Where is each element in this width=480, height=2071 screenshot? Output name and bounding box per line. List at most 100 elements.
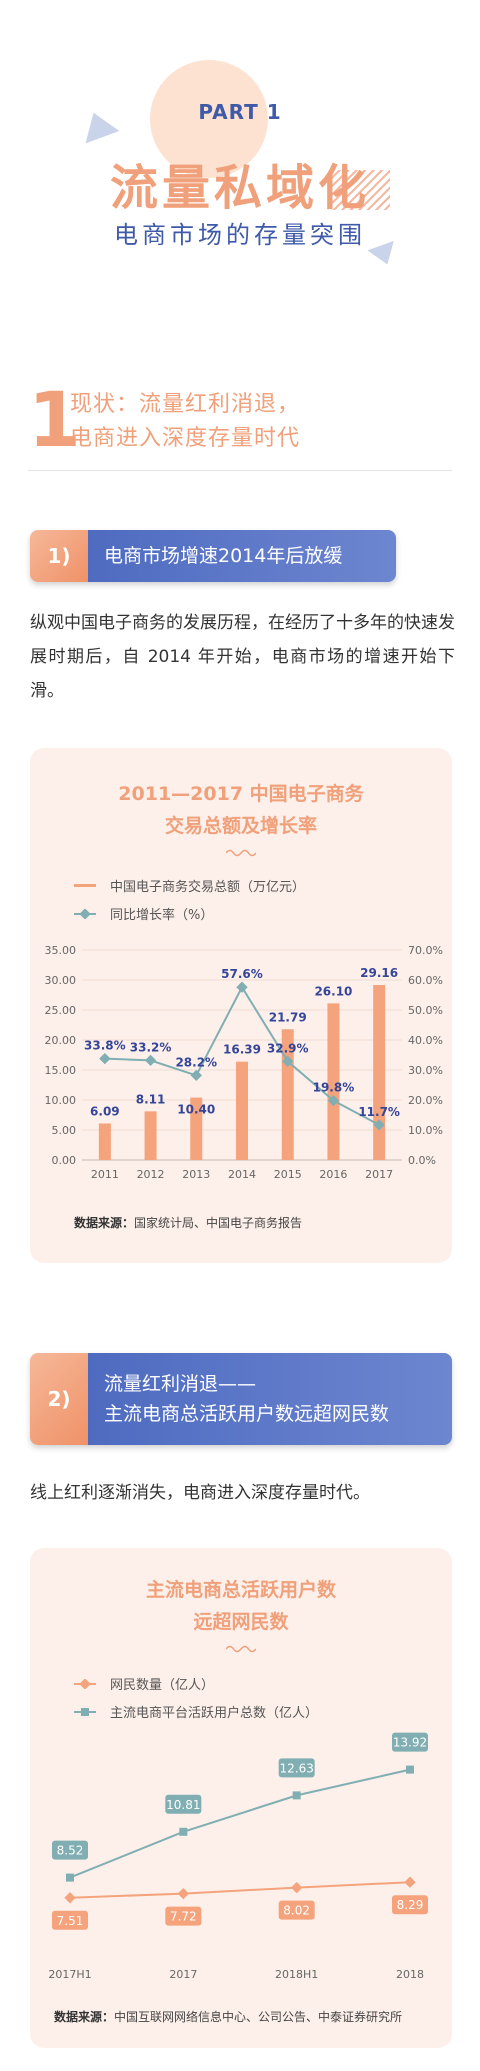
growth-point <box>144 1054 157 1067</box>
x-tick-label: 2017 <box>169 1968 197 1981</box>
x-tick-label: 2012 <box>137 1168 165 1181</box>
bar-label: 8.11 <box>136 1092 166 1106</box>
value-label-box <box>278 1900 315 1920</box>
y2-tick-label: 70.0% <box>408 944 443 957</box>
x-tick-label: 2018H1 <box>275 1968 318 1981</box>
paragraph: 线上红利逐渐消失，电商进入深度存量时代。 <box>30 1483 370 1503</box>
bar-label: 16.39 <box>223 1043 261 1057</box>
subsection-title-line: 主流电商总活跃用户数远超网民数 <box>104 1403 390 1425</box>
users-point <box>292 1791 301 1800</box>
legend-item: 同比增长率（%） <box>74 904 213 923</box>
y2-tick-label: 30.0% <box>408 1064 443 1077</box>
y-tick-label: 30.00 <box>45 974 77 987</box>
y2-tick-label: 60.0% <box>408 974 443 987</box>
legend-swatch-netizens <box>74 1678 96 1689</box>
chart-2-plot: 7.51 7.72 8.02 8.29 8.52 10.81 12.63 13.92 2017H… <box>48 1732 428 1981</box>
y-tick-label: 5.00 <box>52 1124 77 1137</box>
chart-source: 数据来源：中国互联网网络信息中心、公司公告、中泰证券研究所 <box>54 2008 402 2025</box>
legend-swatch-bar <box>74 884 96 887</box>
subsection-title: 电商市场增速2014年后放缓 <box>88 530 396 582</box>
chart-source: 数据来源：国家统计局、中国电子商务报告 <box>74 1214 302 1231</box>
subsection-2-banner: 2) 流量红利消退—— 主流电商总活跃用户数远超网民数 <box>30 1353 452 1445</box>
section-title: 现状：流量红利消退， 电商进入深度存量时代 <box>70 388 300 456</box>
chart-subtitle: 远超网民数 <box>193 1611 289 1633</box>
x-tick-label: 2017 <box>365 1168 393 1181</box>
value-label: 10.81 <box>166 1798 200 1812</box>
y2-tick-label: 40.0% <box>408 1034 443 1047</box>
y2-tick-label: 0.0% <box>408 1154 436 1167</box>
header-circle-decoration <box>150 60 268 178</box>
growth-label: 33.2% <box>130 1040 172 1054</box>
chart-title: 2011—2017 中国电子商务 <box>118 783 364 805</box>
y2-tick-label: 50.0% <box>408 1004 443 1017</box>
netizens-line <box>69 1881 411 1899</box>
growth-label: 57.6% <box>221 967 263 981</box>
value-label-box <box>165 1794 202 1814</box>
netizens-point <box>291 1881 303 1894</box>
chart-title: 主流电商总活跃用户数 <box>145 1579 336 1601</box>
bar-label: 26.10 <box>314 984 352 998</box>
legend-item: 中国电子商务交易总额（万亿元） <box>74 876 305 895</box>
x-tick-label: 2014 <box>228 1168 256 1181</box>
source-text: 国家统计局、中国电子商务报告 <box>134 1216 303 1230</box>
source-label: 数据来源： <box>74 1216 135 1230</box>
value-label-box <box>52 1840 88 1860</box>
chart-card-1: 2011—2017 中国电子商务 交易总额及增长率 中国电子商务交易总额（万亿元… <box>30 748 452 1263</box>
netizens-point <box>177 1887 189 1900</box>
legend-label: 同比增长率（%） <box>110 908 214 923</box>
growth-point <box>99 1052 111 1065</box>
subsection-number: 1) <box>30 530 88 582</box>
y-tick-label: 35.00 <box>45 944 77 957</box>
section-title-line: 电商进入深度存量时代 <box>70 426 301 451</box>
value-label: 7.72 <box>170 1910 197 1924</box>
legend-item: 主流电商平台活跃用户总数（亿人） <box>74 1702 318 1721</box>
chart-subtitle: 交易总额及增长率 <box>164 815 317 837</box>
legend-swatch-users <box>74 1707 96 1716</box>
value-label-box <box>278 1758 315 1778</box>
y-tick-label: 25.00 <box>45 1004 77 1017</box>
netizens-point <box>404 1876 416 1888</box>
y2-tick-label: 10.0% <box>408 1124 443 1137</box>
chart-card-2: 主流电商总活跃用户数 远超网民数 网民数量（亿人） 主流电商平台活跃用户总数（亿… <box>30 1548 452 2048</box>
growth-label: 19.8% <box>313 1081 355 1095</box>
page-subtitle: 电商市场的存量突围 <box>114 221 366 249</box>
value-label-box <box>392 1895 428 1915</box>
legend-label: 网民数量（亿人） <box>110 1678 215 1693</box>
value-label: 8.02 <box>283 1904 310 1918</box>
wave-decoration <box>226 849 256 857</box>
growth-point <box>190 1069 202 1082</box>
growth-point <box>236 981 248 993</box>
legend-label: 主流电商平台活跃用户总数（亿人） <box>110 1706 319 1721</box>
y-tick-label: 15.00 <box>45 1064 77 1077</box>
value-label-box <box>165 1906 202 1926</box>
bar-label: 21.79 <box>269 1010 307 1024</box>
value-label-box <box>392 1732 428 1752</box>
x-tick-label: 2018 <box>396 1968 424 1981</box>
bar <box>98 1123 111 1160</box>
value-label: 12.63 <box>279 1761 313 1775</box>
wave-decoration <box>226 1645 256 1653</box>
paragraph: 纵观中国电子商务的发展历程，在经历了十多年的快速发展时期后，自 2014 年开始… <box>30 613 455 701</box>
part-label: PART 1 <box>198 100 282 124</box>
source-text: 中国互联网网络信息中心、公司公告、中泰证券研究所 <box>114 2010 403 2024</box>
subsection-title-line: 流量红利消退—— <box>104 1373 257 1395</box>
bar <box>373 985 386 1160</box>
y2-tick-label: 20.0% <box>408 1094 443 1107</box>
bar <box>327 1003 340 1160</box>
bar <box>236 1061 248 1160</box>
x-tick-label: 2013 <box>182 1168 210 1181</box>
x-tick-label: 2011 <box>91 1168 119 1181</box>
legend-label: 中国电子商务交易总额（万亿元） <box>110 880 306 895</box>
users-point <box>179 1827 188 1836</box>
value-label: 13.92 <box>393 1736 427 1750</box>
x-tick-label: 2017H1 <box>48 1968 91 1981</box>
bar <box>190 1097 203 1160</box>
value-label: 7.51 <box>57 1914 84 1928</box>
y-tick-label: 10.00 <box>45 1094 77 1107</box>
value-label: 8.29 <box>397 1898 424 1912</box>
y-tick-label: 0.00 <box>52 1154 77 1167</box>
growth-label: 32.9% <box>267 1041 309 1055</box>
value-label: 8.52 <box>57 1844 84 1858</box>
page-title: 流量私域化 <box>109 160 370 216</box>
x-tick-label: 2016 <box>319 1168 347 1181</box>
